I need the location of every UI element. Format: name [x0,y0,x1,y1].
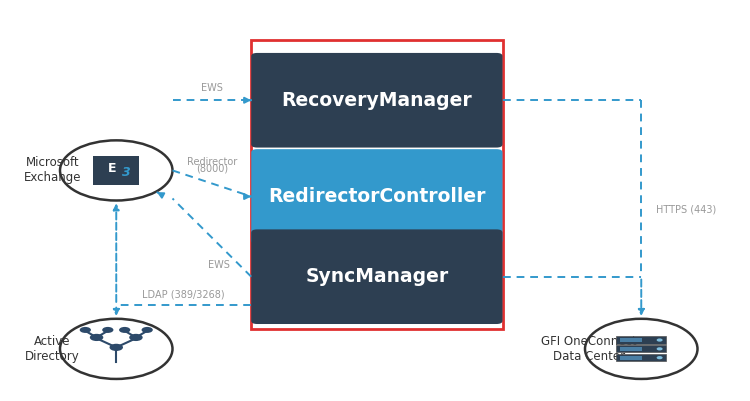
Bar [620,356,642,360]
Text: EWS: EWS [209,260,230,269]
Text: (Primary Controller): (Primary Controller) [315,80,439,93]
FancyBboxPatch shape [251,53,503,148]
Text: EWS: EWS [201,83,223,93]
FancyBboxPatch shape [616,345,666,352]
FancyBboxPatch shape [616,336,666,344]
Circle shape [129,334,142,341]
Text: SyncManager: SyncManager [305,267,448,286]
Circle shape [119,327,130,333]
Circle shape [657,338,663,342]
Bar [620,338,642,342]
Bar [620,347,642,351]
Circle shape [657,356,663,359]
Circle shape [102,327,113,333]
Text: (8000): (8000) [196,164,228,173]
Text: HTTPS (443): HTTPS (443) [656,205,716,215]
Circle shape [110,344,123,351]
Text: Microsoft
Exchange: Microsoft Exchange [24,156,81,184]
FancyBboxPatch shape [93,156,140,184]
Circle shape [657,347,663,350]
Text: Redirector: Redirector [187,158,237,167]
Text: RecoveryManager: RecoveryManager [281,91,472,110]
Text: E: E [108,162,117,174]
FancyBboxPatch shape [251,229,503,324]
Circle shape [142,327,153,333]
Text: GFI OneConnect
Data Center: GFI OneConnect Data Center [541,335,637,363]
Text: LDAP (389/3268): LDAP (389/3268) [142,290,225,300]
FancyBboxPatch shape [616,354,666,361]
Circle shape [80,327,91,333]
Text: RedirectorController: RedirectorController [268,187,486,206]
Text: GFI OneConnect Server: GFI OneConnect Server [286,56,468,70]
Text: 3: 3 [122,166,130,179]
Text: Active
Directory: Active Directory [26,335,80,363]
FancyBboxPatch shape [251,149,503,244]
Circle shape [90,334,104,341]
Bar [251,40,503,329]
